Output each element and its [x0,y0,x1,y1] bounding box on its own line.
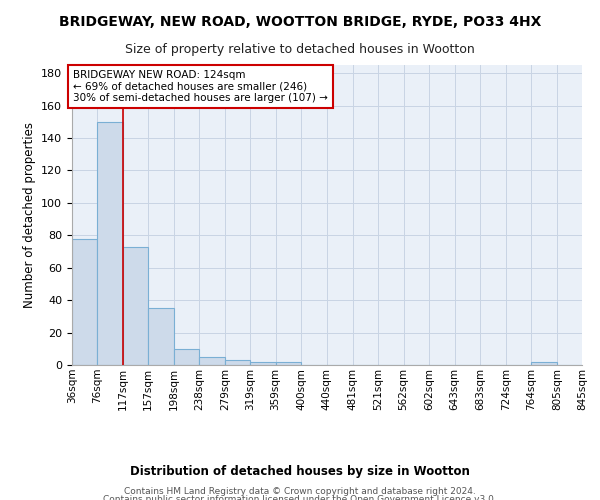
Bar [531,362,557,365]
Text: Size of property relative to detached houses in Wootton: Size of property relative to detached ho… [125,42,475,56]
Bar [97,122,123,365]
Bar [250,362,275,365]
Bar [174,349,199,365]
Y-axis label: Number of detached properties: Number of detached properties [23,122,35,308]
Bar [275,362,301,365]
Bar [72,238,97,365]
Text: Contains public sector information licensed under the Open Government Licence v3: Contains public sector information licen… [103,495,497,500]
Bar [225,360,250,365]
Text: Contains HM Land Registry data © Crown copyright and database right 2024.: Contains HM Land Registry data © Crown c… [124,488,476,496]
Text: BRIDGEWAY NEW ROAD: 124sqm
← 69% of detached houses are smaller (246)
30% of sem: BRIDGEWAY NEW ROAD: 124sqm ← 69% of deta… [73,70,328,103]
Bar [123,246,148,365]
Bar [148,308,174,365]
Text: BRIDGEWAY, NEW ROAD, WOOTTON BRIDGE, RYDE, PO33 4HX: BRIDGEWAY, NEW ROAD, WOOTTON BRIDGE, RYD… [59,15,541,29]
Text: Distribution of detached houses by size in Wootton: Distribution of detached houses by size … [130,464,470,477]
Bar [199,357,225,365]
